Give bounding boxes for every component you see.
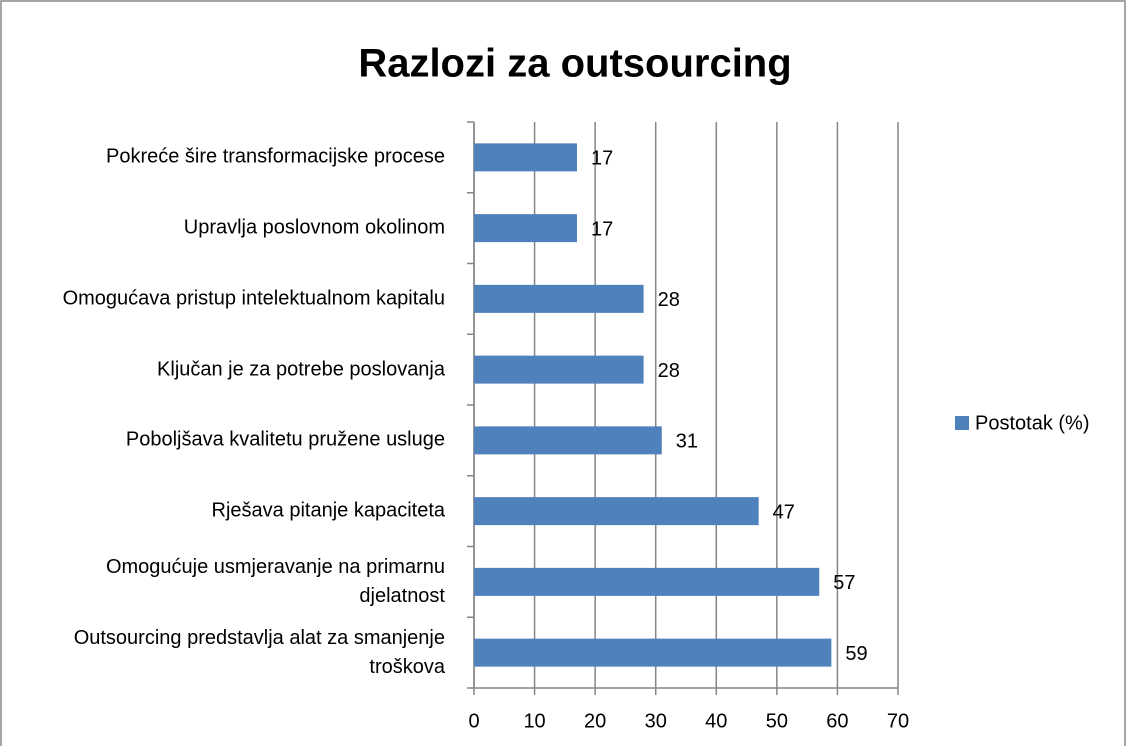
- bar: [474, 214, 577, 243]
- x-tick-label: 20: [584, 710, 606, 732]
- data-label: 28: [658, 289, 680, 311]
- x-tick-label: 0: [468, 710, 479, 732]
- x-tick-label: 30: [645, 710, 667, 732]
- bar: [474, 638, 832, 667]
- data-label: 57: [833, 572, 855, 594]
- bar: [474, 284, 644, 313]
- legend-label: Postotak (%): [975, 412, 1089, 434]
- bar: [474, 567, 820, 596]
- data-label: 31: [676, 431, 698, 453]
- y-tick-label: Poboljšava kvalitetu pružene usluge: [125, 428, 445, 451]
- data-label: 28: [658, 360, 680, 382]
- y-tick-label: Pokreće šire transformacijske procese: [105, 145, 445, 168]
- y-tick-label: Outsourcing predstavlja alat za smanjenj…: [73, 626, 445, 678]
- chart-title: Razlozi za outsourcing: [358, 42, 791, 86]
- x-tick-label: 10: [523, 710, 545, 732]
- bar: [474, 497, 759, 526]
- x-tick-label: 40: [705, 710, 727, 732]
- y-tick-label: Rješava pitanje kapaciteta: [211, 499, 445, 522]
- data-label: 47: [773, 501, 795, 523]
- x-tick-label: 50: [766, 710, 788, 732]
- x-tick-label: 60: [826, 710, 848, 732]
- data-label: 17: [591, 148, 613, 170]
- y-tick-label: Upravlja poslovnom okolinom: [183, 216, 445, 239]
- y-tick-label: Ključan je za potrebe poslovanja: [157, 358, 445, 381]
- bar: [474, 426, 662, 455]
- x-tick-label: 70: [887, 710, 909, 732]
- data-label: 59: [845, 643, 867, 665]
- bar: [474, 143, 577, 172]
- bar: [474, 355, 644, 384]
- y-tick-label: Omogućava pristup intelektualnom kapital…: [62, 287, 445, 310]
- legend-swatch: [955, 416, 969, 430]
- data-label: 17: [591, 218, 613, 240]
- y-tick-label: Omogućuje usmjeravanje na primarnu djela…: [105, 555, 445, 607]
